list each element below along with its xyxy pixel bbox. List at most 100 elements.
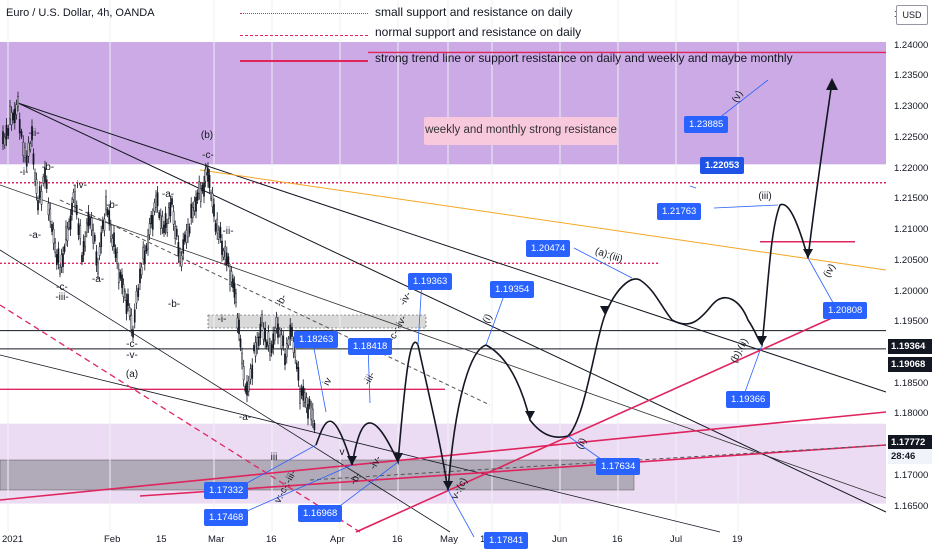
y-tick-label: 1.22000 (894, 162, 929, 174)
candle (311, 408, 314, 422)
candle (300, 387, 303, 396)
candle (128, 307, 131, 317)
arrowhead (525, 411, 535, 420)
candle (239, 338, 242, 348)
candle (15, 104, 18, 115)
price-label-box[interactable]: 1.17332 (204, 482, 249, 499)
price-label-box[interactable]: 1.17841 (484, 532, 529, 549)
price-label-box[interactable]: 1.21763 (657, 203, 702, 220)
x-tick-label: Mar (208, 534, 225, 545)
wave-label: v (340, 447, 345, 458)
candle (155, 195, 157, 208)
candle (124, 291, 126, 299)
candle (140, 266, 143, 275)
candle (303, 392, 306, 403)
candle (148, 223, 151, 235)
wave-label: -a- (162, 189, 174, 200)
price-label-box[interactable]: 1.17468 (204, 509, 249, 526)
candle (153, 202, 156, 212)
candle (122, 284, 125, 297)
trend-line (0, 354, 721, 533)
candle (282, 335, 285, 347)
pointer-line (237, 464, 353, 516)
projected-wave-path (315, 81, 833, 491)
currency-button[interactable]: USD (896, 5, 928, 25)
x-tick-label: 15 (156, 534, 167, 545)
candle (114, 248, 117, 258)
candle (65, 226, 67, 240)
candle (89, 217, 91, 226)
candle (151, 215, 154, 230)
wave-label: (ii) (574, 436, 589, 451)
candle (77, 223, 80, 235)
trend-line (0, 304, 361, 533)
candle (44, 167, 46, 183)
price-label-box[interactable]: 1.18418 (348, 338, 393, 355)
candle (174, 226, 177, 239)
price-label-box[interactable]: 1.19354 (490, 281, 535, 298)
resistance-zone-label: weekly and monthly strong resistance (424, 117, 618, 145)
candle (310, 406, 313, 420)
pointer-line (744, 344, 763, 393)
candle (188, 226, 191, 234)
wave-label: (iii) (758, 191, 771, 202)
wave-label: (i) (481, 312, 495, 325)
candle (98, 246, 101, 257)
candle (313, 422, 316, 431)
arrowhead (803, 249, 813, 258)
y-tick-label: 1.17000 (894, 469, 929, 481)
candle (198, 181, 201, 194)
pointer-line (485, 289, 507, 346)
y-tick-label: 1.16500 (894, 500, 929, 512)
price-label-box[interactable]: 1.19366 (726, 391, 771, 408)
candle (81, 255, 83, 263)
candle (7, 127, 10, 136)
price-label-box[interactable]: 1.23885 (684, 116, 729, 133)
price-label-box[interactable]: 1.16968 (298, 505, 343, 522)
price-label-box[interactable]: 1.19363 (408, 273, 453, 290)
candle (147, 235, 149, 250)
candle (108, 210, 111, 225)
candle (308, 399, 311, 407)
candle (145, 245, 148, 252)
symbol-title: Euro / U.S. Dollar, 4h, OANDA (6, 7, 155, 19)
candle (159, 214, 162, 229)
wave-label: -b- (106, 200, 118, 211)
candle (244, 385, 247, 392)
candle (135, 290, 138, 304)
pointer-line (447, 489, 475, 538)
pointer-line (689, 185, 697, 189)
candle (242, 366, 245, 381)
price-label-box[interactable]: 1.18263 (294, 331, 339, 348)
candle (183, 234, 186, 242)
candle (262, 327, 265, 340)
candle (29, 143, 32, 150)
y-tick-label: 1.21000 (894, 224, 929, 236)
candle (113, 232, 115, 248)
legend-normal-line (240, 35, 368, 36)
trend-line (0, 249, 451, 533)
candle (22, 141, 25, 156)
candle (40, 190, 43, 205)
wave-label: iii (271, 452, 278, 463)
price-label-box[interactable]: 1.17634 (596, 458, 641, 475)
candle (38, 186, 41, 198)
legend-normal-label: normal support and resistance on daily (375, 25, 582, 39)
candle (66, 228, 69, 242)
wave-label: (v) (730, 89, 745, 104)
candle (142, 246, 145, 260)
candle (251, 364, 254, 379)
price-label-box[interactable]: 1.20808 (823, 302, 868, 319)
candle (211, 193, 214, 208)
pointer-line (311, 337, 327, 413)
candle (285, 343, 288, 358)
wave-label: -c- (202, 150, 214, 161)
price-label-box[interactable]: 1.22053 (700, 157, 745, 174)
candle (35, 179, 38, 194)
wave-label: -ii- (222, 226, 233, 237)
candle (127, 294, 129, 307)
candle (203, 182, 205, 197)
pointer-line (417, 279, 423, 346)
price-label-box[interactable]: 1.20474 (526, 240, 571, 257)
